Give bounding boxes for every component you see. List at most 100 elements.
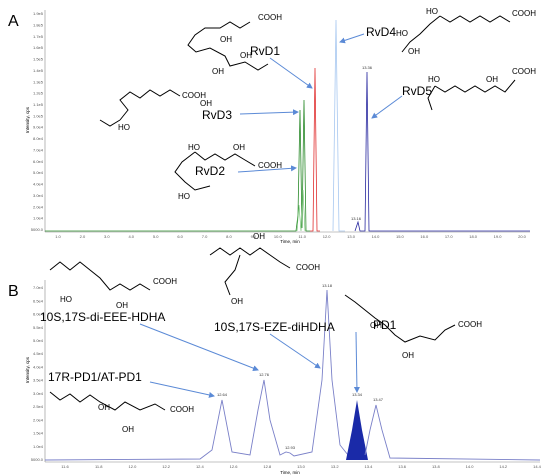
structure-label: COOH	[512, 67, 536, 76]
compound-label: 10S,17S-di-EEE-HDHA	[40, 310, 165, 324]
y-tick-label: 2.0e4	[33, 204, 44, 209]
y-tick-label: 3.5e4	[33, 378, 44, 383]
structure-label: OH	[408, 47, 420, 56]
y-tick-label: 7.0e4	[33, 147, 44, 152]
y-tick-label: 6.0e4	[33, 159, 44, 164]
x-tick-label: 14.0	[372, 234, 381, 239]
x-tick-label: 7.0	[202, 234, 208, 239]
structure-label: COOH	[170, 405, 194, 414]
structure-label: OH	[402, 351, 414, 360]
y-tick-label: 6.5e4	[33, 298, 44, 303]
y-tick-label: 1.6e5	[33, 45, 44, 50]
y-tick-label: 6.0e4	[33, 312, 44, 317]
compound-label: RvD1	[250, 44, 280, 58]
x-tick-label: 14.2	[499, 464, 508, 469]
y-tick-label: 1.8e5	[33, 22, 44, 27]
x-axis-label: Time, min	[280, 239, 300, 244]
arrows	[237, 33, 403, 173]
structure-label: COOH	[258, 13, 282, 22]
x-tick-label: 11.0	[298, 234, 306, 239]
y-tick-label: 1.2e5	[33, 91, 44, 96]
peak-label: 13.16	[351, 216, 362, 221]
structure-label: HO	[426, 7, 438, 16]
y-tick-label: 5.5e4	[33, 325, 44, 330]
x-tick-label: 12.0	[323, 234, 332, 239]
y-tick-label: 1.4e5	[33, 68, 44, 73]
x-tick-label: 17.0	[445, 234, 454, 239]
y-tick-label: 4.0e4	[33, 182, 44, 187]
x-tick-label: 12.2	[162, 464, 171, 469]
y-tick-label: 4.0e4	[33, 364, 44, 369]
structure-label: OH	[98, 403, 110, 412]
chromatogram	[45, 19, 530, 232]
y-tick-label: 3.0e4	[33, 193, 44, 198]
y-tick-label: 2.5e4	[33, 404, 44, 409]
structure-label: HO	[428, 75, 440, 84]
y-tick-label: 1.3e5	[33, 79, 44, 84]
x-tick-label: 14.0	[466, 464, 475, 469]
peak-label: 12.64	[217, 392, 228, 397]
structure-label: HO	[188, 143, 200, 152]
x-tick-label: 13.6	[398, 464, 407, 469]
x-tick-label: 11.6	[61, 464, 69, 469]
x-tick-label: 4.0	[128, 234, 134, 239]
chromatogram	[44, 289, 541, 461]
peak-label: 13.47	[373, 397, 384, 402]
structure-label: OH	[231, 297, 243, 306]
structure-label: OH	[233, 143, 245, 152]
x-tick-label: 13.0	[297, 464, 306, 469]
panel-label: A	[8, 13, 19, 30]
structure-label: HO	[60, 295, 72, 304]
compound-label: RvD5	[402, 84, 432, 98]
structure-label: OH	[370, 321, 382, 330]
arrows	[139, 323, 360, 398]
x-tick-label: 9.0	[251, 234, 257, 239]
y-tick-label: 1.5e5	[33, 57, 44, 62]
x-tick-label: 13.0	[347, 234, 356, 239]
y-tick-label: 1.9e5	[33, 11, 44, 16]
x-tick-label: 2.0	[80, 234, 86, 239]
compound-label: RvD2	[195, 164, 225, 178]
compound-label: RvD3	[202, 108, 232, 122]
y-axis-label: Intensity, cps	[25, 356, 30, 383]
y-tick-label: 5000.0	[31, 227, 44, 232]
x-tick-label: 13.8	[432, 464, 441, 469]
x-tick-label: 19.0	[494, 234, 503, 239]
structure-label: COOH	[512, 9, 536, 18]
structure-label: OH	[240, 51, 252, 60]
panel-label: B	[8, 283, 19, 300]
y-tick-label: 5.0e4	[33, 338, 44, 343]
y-tick-label: 5000.0	[31, 457, 44, 462]
y-tick-label: 1.7e5	[33, 34, 44, 39]
x-tick-label: 5.0	[153, 234, 159, 239]
x-tick-label: 12.0	[129, 464, 138, 469]
y-tick-label: 7.0e4	[33, 285, 44, 290]
structure-label: OH	[253, 232, 265, 241]
structure-label: OH	[212, 67, 224, 76]
x-tick-label: 11.8	[95, 464, 103, 469]
x-tick-label: 20.0	[518, 234, 527, 239]
x-tick-label: 12.4	[196, 464, 205, 469]
structure-label: COOH	[458, 320, 482, 329]
structure-label: OH	[116, 301, 128, 310]
x-tick-label: 10.0	[274, 234, 283, 239]
peak-label: 13.34	[352, 392, 363, 397]
x-tick-label: 3.0	[104, 234, 110, 239]
x-tick-label: 14.4	[533, 464, 542, 469]
y-tick-label: 8.0e4	[33, 136, 44, 141]
structure-label: OH	[486, 75, 498, 84]
peak-label: 12.93	[285, 445, 296, 450]
structure-label: COOH	[258, 161, 282, 170]
structures	[49, 247, 456, 411]
x-tick-label: 8.0	[226, 234, 232, 239]
structure-label: COOH	[153, 277, 177, 286]
peak-label: 13.18	[322, 283, 333, 288]
structure-label: COOH	[182, 91, 206, 100]
y-tick-label: 1.0e4	[33, 444, 44, 449]
y-tick-label: 2.0e4	[33, 417, 44, 422]
compound-label: 17R-PD1/AT-PD1	[48, 370, 142, 384]
x-tick-label: 13.2	[331, 464, 340, 469]
x-tick-label: 16.0	[420, 234, 429, 239]
y-tick-label: 1.0e5	[33, 113, 44, 118]
